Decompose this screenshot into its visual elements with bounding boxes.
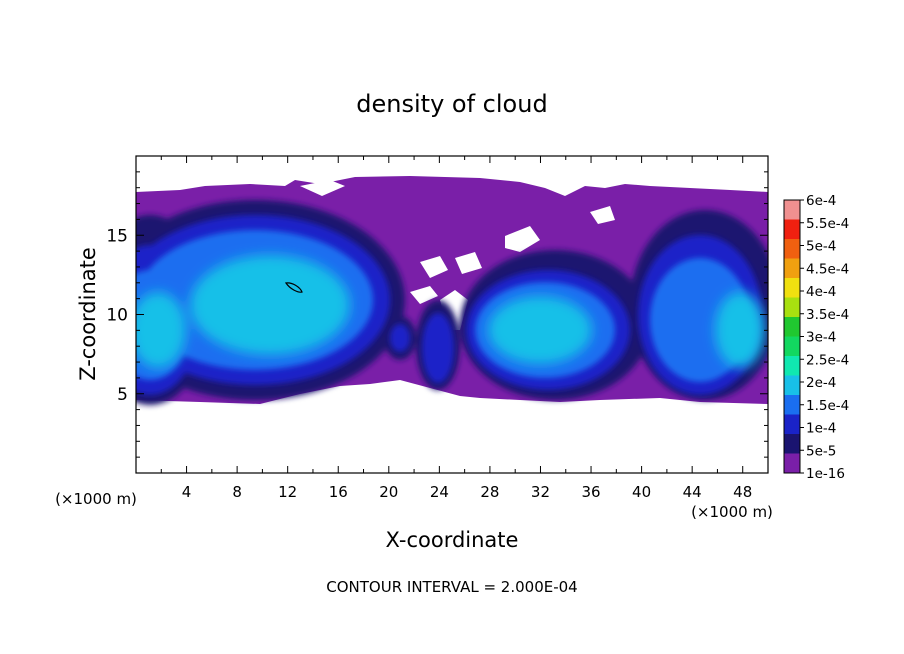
x-tick-label: 12 bbox=[278, 483, 297, 501]
colorbar-swatch bbox=[784, 297, 800, 318]
x-tick-label: 24 bbox=[430, 483, 449, 501]
x-tick-label: 8 bbox=[232, 483, 242, 501]
colorbar-label: 5e-5 bbox=[806, 443, 836, 459]
colorbar-swatch bbox=[784, 395, 800, 415]
colorbar-swatch bbox=[784, 239, 800, 259]
colorbar-swatch bbox=[784, 258, 800, 279]
x-tick-label: 16 bbox=[329, 483, 348, 501]
colorbar-swatch bbox=[784, 434, 800, 454]
x-tick-label: 4 bbox=[182, 483, 192, 501]
colorbar-swatch bbox=[784, 317, 800, 337]
contour-band-cyan bbox=[136, 255, 765, 368]
colorbar-label: 3e-4 bbox=[806, 330, 836, 346]
x-unit-left: (×1000 m) bbox=[55, 490, 137, 508]
x-tick-label: 40 bbox=[632, 483, 651, 501]
peak-contour-line bbox=[284, 282, 303, 293]
x-axis-ticks: 4 8 12 16 20 24 28 32 36 40 44 48 bbox=[160, 156, 752, 501]
x-tick-label: 48 bbox=[733, 483, 752, 501]
colorbar-label: 2.5e-4 bbox=[806, 352, 849, 368]
colorbar-swatch bbox=[784, 356, 800, 376]
colorbar-label: 4e-4 bbox=[806, 284, 836, 300]
colorbar-label: 5e-4 bbox=[806, 239, 836, 255]
contour-interval-note: CONTOUR INTERVAL = 2.000E-04 bbox=[326, 578, 577, 596]
x-unit-right: (×1000 m) bbox=[691, 503, 773, 521]
colorbar-label: 1e-4 bbox=[806, 421, 836, 437]
colorbar-swatch bbox=[784, 336, 800, 357]
colorbar-label: 1.5e-4 bbox=[806, 398, 849, 414]
colorbar-swatch bbox=[784, 375, 800, 396]
colorbar-swatch bbox=[784, 278, 800, 298]
x-tick-label: 44 bbox=[683, 483, 702, 501]
x-tick-label: 36 bbox=[581, 483, 600, 501]
colorbar-swatch bbox=[784, 453, 800, 474]
chart-title: density of cloud bbox=[356, 90, 547, 118]
colorbar-swatch bbox=[784, 219, 800, 240]
colorbar-label: 5.5e-4 bbox=[806, 216, 849, 232]
colorbar-label: 6e-4 bbox=[806, 193, 836, 209]
x-tick-label: 20 bbox=[379, 483, 398, 501]
colorbar-label: 2e-4 bbox=[806, 375, 836, 391]
y-axis-label: Z-coordinate bbox=[76, 247, 100, 381]
x-tick-label: 32 bbox=[531, 483, 550, 501]
colorbar-swatch bbox=[784, 414, 800, 435]
colorbar-label: 4.5e-4 bbox=[806, 261, 849, 277]
y-axis-ticks: 5 10 15 bbox=[106, 171, 768, 458]
contour-field bbox=[136, 176, 768, 405]
colorbar-swatch bbox=[784, 200, 800, 220]
y-tick-label: 15 bbox=[106, 226, 128, 246]
y-tick-label: 5 bbox=[117, 385, 128, 405]
colorbar-label: 3.5e-4 bbox=[806, 307, 849, 323]
colorbar-label: 1e-16 bbox=[806, 466, 845, 482]
x-axis-label: X-coordinate bbox=[386, 528, 519, 552]
y-tick-label: 10 bbox=[106, 306, 128, 326]
x-tick-label: 28 bbox=[480, 483, 499, 501]
colorbar: 1e-16 5e-5 1e-4 1.5e-4 2e-4 2.5e-4 3e-4 3.5e-4 4… bbox=[783, 193, 849, 482]
